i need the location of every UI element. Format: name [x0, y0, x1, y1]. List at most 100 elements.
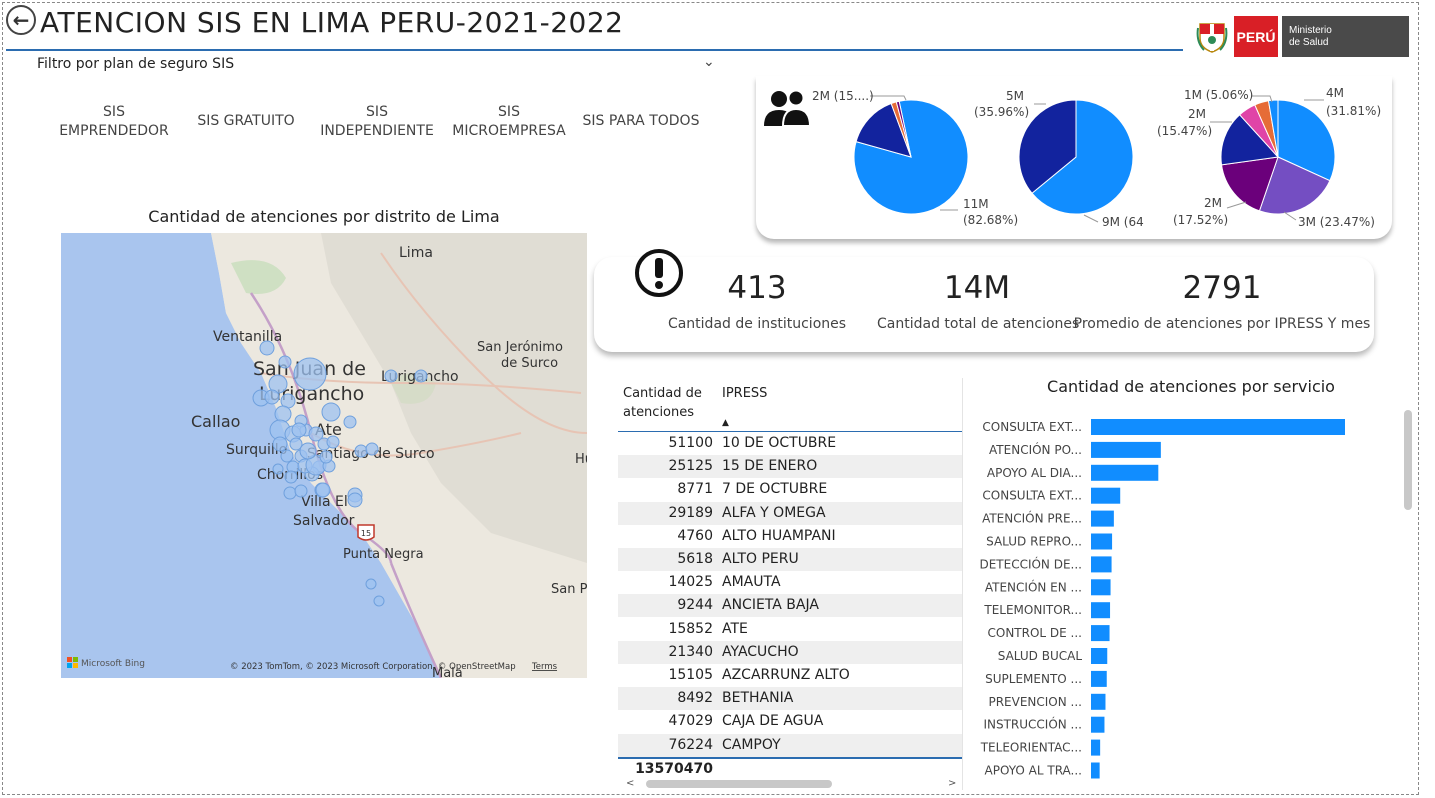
bar[interactable] — [1091, 579, 1111, 596]
map-bubble[interactable] — [319, 450, 333, 464]
terms-link[interactable]: Terms — [531, 662, 558, 672]
map-canvas[interactable]: Lima Ventanilla San Juan de Lurigancho L… — [61, 233, 587, 678]
map-bubble[interactable] — [280, 449, 294, 463]
pie-chart-1[interactable] — [852, 98, 970, 216]
map-bubble[interactable] — [365, 442, 379, 456]
map-bubble[interactable] — [291, 422, 307, 438]
bar[interactable] — [1091, 602, 1111, 619]
table-row[interactable]: 14025 AMAUTA — [618, 571, 962, 594]
bar[interactable] — [1091, 533, 1113, 550]
scroll-left-icon[interactable]: < — [626, 778, 635, 789]
pie-chart-3[interactable] — [1219, 98, 1337, 216]
bar-category-label: CONTROL DE ... — [988, 626, 1083, 640]
table-row[interactable]: 8771 7 DE OCTUBRE — [618, 478, 962, 501]
table-row[interactable]: 8492 BETHANIA — [618, 687, 962, 711]
map-bubble[interactable] — [259, 340, 275, 356]
bar[interactable] — [1091, 670, 1107, 687]
back-arrow-icon[interactable]: ← — [6, 5, 36, 35]
cell-ipress: ALTO PERU — [722, 551, 799, 567]
pie-slice[interactable] — [1220, 114, 1280, 166]
pie-slice[interactable] — [1277, 99, 1336, 182]
map-bubble[interactable] — [373, 595, 385, 607]
pie-chart-2[interactable] — [1017, 98, 1135, 216]
map-bubble[interactable] — [278, 355, 292, 369]
table-row[interactable]: 21340 AYACUCHO — [618, 640, 962, 664]
table-row[interactable]: 76224 CAMPOY — [618, 733, 962, 757]
slicer-sis-gratuito[interactable]: SIS GRATUITO — [190, 112, 302, 131]
map-bubble[interactable] — [289, 437, 303, 451]
bar[interactable] — [1091, 739, 1101, 756]
bar[interactable] — [1091, 762, 1100, 779]
bar[interactable] — [1091, 556, 1112, 573]
pie2-label-small-value: 5M — [1006, 89, 1024, 103]
scrollbar-thumb[interactable] — [646, 780, 832, 788]
table-row[interactable]: 47029 CAJA DE AGUA — [618, 710, 962, 733]
bar-category-label: PREVENCION ... — [988, 695, 1082, 709]
map-bubble[interactable] — [354, 444, 368, 458]
table-row[interactable]: 29189 ALFA Y OMEGA — [618, 501, 962, 525]
svg-text:15: 15 — [361, 529, 371, 538]
slicer-sis-microempresa[interactable]: SIS MICROEMPRESA — [452, 103, 566, 141]
map-bubble[interactable] — [347, 492, 363, 508]
table-row[interactable]: 15852 ATE — [618, 618, 962, 641]
pie-slice[interactable] — [895, 100, 912, 158]
pie-slice[interactable] — [1258, 156, 1331, 215]
vertical-scrollbar-thumb[interactable] — [1404, 410, 1412, 510]
ipress-table[interactable]: Cantidad de atenciones IPRESS ▲ 51100 10 … — [618, 378, 962, 790]
table-row[interactable]: 51100 10 DE OCTUBRE — [618, 432, 962, 455]
sort-ascending-icon[interactable]: ▲ — [722, 418, 729, 428]
bar-category-label: DETECCIÓN DE... — [979, 556, 1082, 571]
pie-slice[interactable] — [1018, 99, 1077, 194]
horizontal-scrollbar[interactable]: < > — [618, 778, 962, 790]
map-bubble[interactable] — [264, 389, 280, 405]
bar[interactable] — [1091, 464, 1159, 481]
map-bubble[interactable] — [414, 369, 428, 383]
lima-districts-map[interactable]: Lima Ventanilla San Juan de Lurigancho L… — [61, 233, 587, 678]
pie3-label-1: 1M (5.06%) — [1184, 88, 1254, 102]
map-bubble[interactable] — [321, 402, 341, 422]
map-bubble[interactable] — [315, 482, 331, 498]
bar[interactable] — [1091, 441, 1161, 458]
bar-category-label: APOYO AL DIA... — [987, 466, 1082, 480]
map-bubble[interactable] — [299, 442, 317, 460]
map-bubble[interactable] — [272, 436, 288, 452]
map-bubbles[interactable] — [252, 340, 428, 607]
map-bubble[interactable] — [326, 435, 340, 449]
ministry-line-1: Ministerio — [1289, 25, 1332, 36]
slicer-sis-independiente[interactable]: SIS INDEPENDIENTE — [320, 103, 434, 141]
table-row[interactable]: 5618 ALTO PERU — [618, 548, 962, 571]
map-bubble[interactable] — [308, 426, 324, 442]
bar[interactable] — [1091, 487, 1121, 504]
map-bubble[interactable] — [274, 405, 292, 423]
map-bubble[interactable] — [365, 578, 377, 590]
map-bubble[interactable] — [293, 357, 327, 391]
pie-slice[interactable] — [855, 102, 912, 158]
map-bubble[interactable] — [294, 484, 308, 498]
slicer-sis-para-todos[interactable]: SIS PARA TODOS — [582, 112, 700, 131]
pie-slice[interactable] — [1031, 99, 1134, 215]
table-row[interactable]: 9244 ANCIETA BAJA — [618, 594, 962, 618]
bar[interactable] — [1091, 648, 1108, 664]
column-header-atenciones[interactable]: Cantidad de atenciones — [623, 384, 702, 422]
bar[interactable] — [1091, 716, 1105, 733]
bar-chart-title: Cantidad de atenciones por servicio — [1047, 377, 1335, 396]
map-bubble[interactable] — [283, 486, 297, 500]
cell-atenciones: 4760 — [677, 527, 713, 544]
scroll-right-icon[interactable]: > — [948, 778, 957, 789]
map-bubble[interactable] — [384, 369, 398, 383]
pie-slice[interactable] — [1220, 156, 1279, 212]
column-header-ipress[interactable]: IPRESS — [722, 386, 768, 401]
table-row[interactable]: 25125 15 DE ENERO — [618, 455, 962, 479]
map-bubble[interactable] — [284, 470, 298, 484]
bar[interactable] — [1091, 419, 1345, 435]
slicer-sis-emprendedor[interactable]: SIS EMPRENDEDOR — [58, 103, 170, 141]
bar[interactable] — [1091, 693, 1106, 710]
table-row[interactable]: 4760 ALTO HUAMPANI — [618, 525, 962, 548]
bar[interactable] — [1091, 625, 1110, 642]
table-row[interactable]: 15105 AZCARRUNZ ALTO — [618, 664, 962, 687]
map-bubble[interactable] — [343, 415, 357, 429]
services-bar-chart[interactable]: CONSULTA EXT... ATENCIÓN PO... APOYO AL DI… — [964, 410, 1400, 790]
chevron-down-icon[interactable]: ⌄ — [703, 54, 715, 70]
bar[interactable] — [1091, 510, 1114, 527]
map-bubble[interactable] — [272, 463, 284, 475]
